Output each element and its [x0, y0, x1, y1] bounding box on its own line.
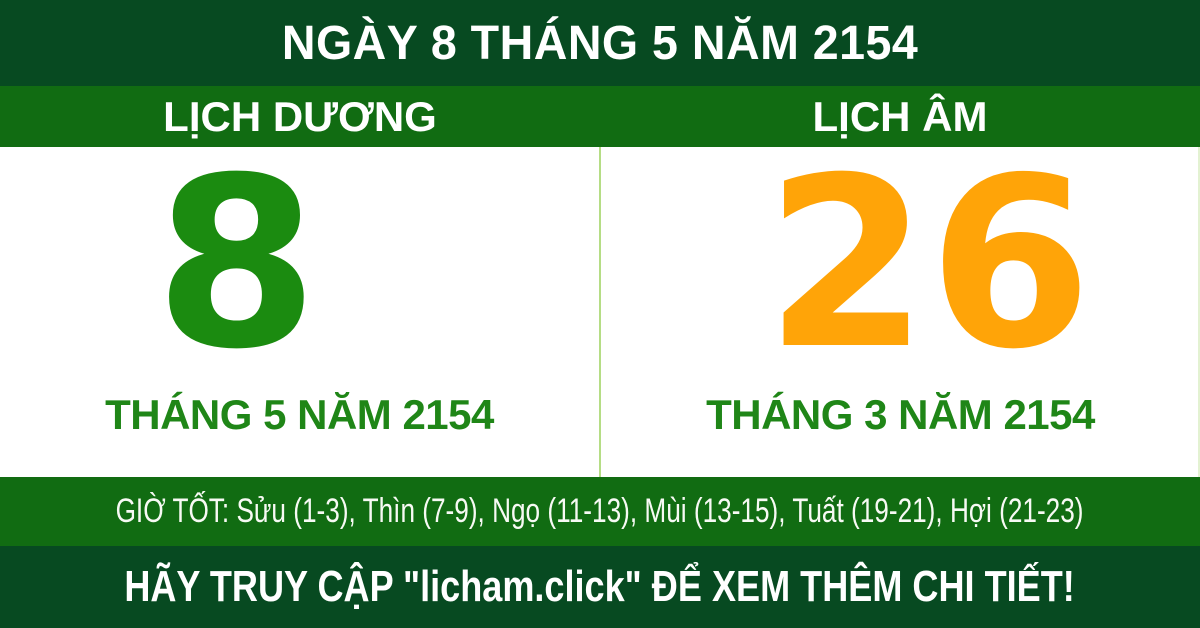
good-hours-bar: GIỜ TỐT: Sửu (1-3), Thìn (7-9), Ngọ (11-…: [0, 477, 1200, 546]
calendar-panels: 8 THÁNG 5 NĂM 2154 26 THÁNG 3 NĂM 2154: [0, 147, 1200, 477]
footer-cta-text: HÃY TRUY CẬP "licham.click" ĐỂ XEM THÊM …: [124, 562, 1076, 611]
lunar-calendar-label: LỊCH ÂM: [812, 92, 988, 140]
lunar-day-number: 26: [764, 128, 1093, 401]
solar-panel: 8 THÁNG 5 NĂM 2154: [0, 147, 599, 477]
footer-bar: HÃY TRUY CẬP "licham.click" ĐỂ XEM THÊM …: [0, 546, 1200, 628]
solar-calendar-label: LỊCH DƯƠNG: [163, 92, 437, 140]
lunar-month-year: THÁNG 3 NĂM 2154: [706, 391, 1095, 438]
page-title: NGÀY 8 THÁNG 5 NĂM 2154: [281, 16, 919, 70]
panel-divider: [599, 147, 601, 477]
lunar-panel: 26 THÁNG 3 NĂM 2154: [601, 147, 1200, 477]
calendar-type-bar: LỊCH DƯƠNG LỊCH ÂM: [0, 86, 1200, 147]
header-bar: NGÀY 8 THÁNG 5 NĂM 2154: [0, 0, 1200, 86]
solar-day-number: 8: [154, 128, 319, 401]
good-hours-text: GIỜ TỐT: Sửu (1-3), Thìn (7-9), Ngọ (11-…: [116, 492, 1084, 530]
solar-month-year: THÁNG 5 NĂM 2154: [105, 391, 494, 438]
